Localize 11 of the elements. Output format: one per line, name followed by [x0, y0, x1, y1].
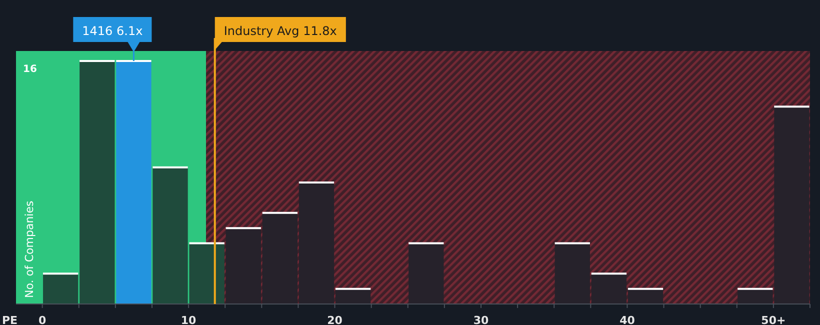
x-tick-label: 50+	[761, 314, 786, 325]
x-tick-label: 10	[180, 314, 197, 325]
bar	[408, 242, 445, 305]
x-axis-title: PE	[2, 314, 18, 325]
x-tick-label: 40	[620, 314, 636, 325]
ref-line-label: Industry Avg 11.8x	[224, 24, 337, 38]
annotation: 16	[23, 64, 37, 75]
x-tick-label: 30	[473, 314, 489, 325]
x-tick-label: 0	[38, 314, 46, 325]
x-tick-label: 20	[327, 314, 343, 325]
y-axis-title: No. of Companies	[23, 200, 36, 298]
